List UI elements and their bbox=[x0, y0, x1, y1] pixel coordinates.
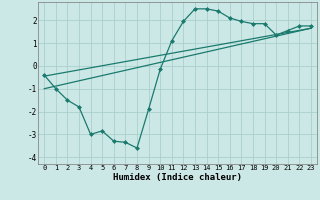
X-axis label: Humidex (Indice chaleur): Humidex (Indice chaleur) bbox=[113, 173, 242, 182]
